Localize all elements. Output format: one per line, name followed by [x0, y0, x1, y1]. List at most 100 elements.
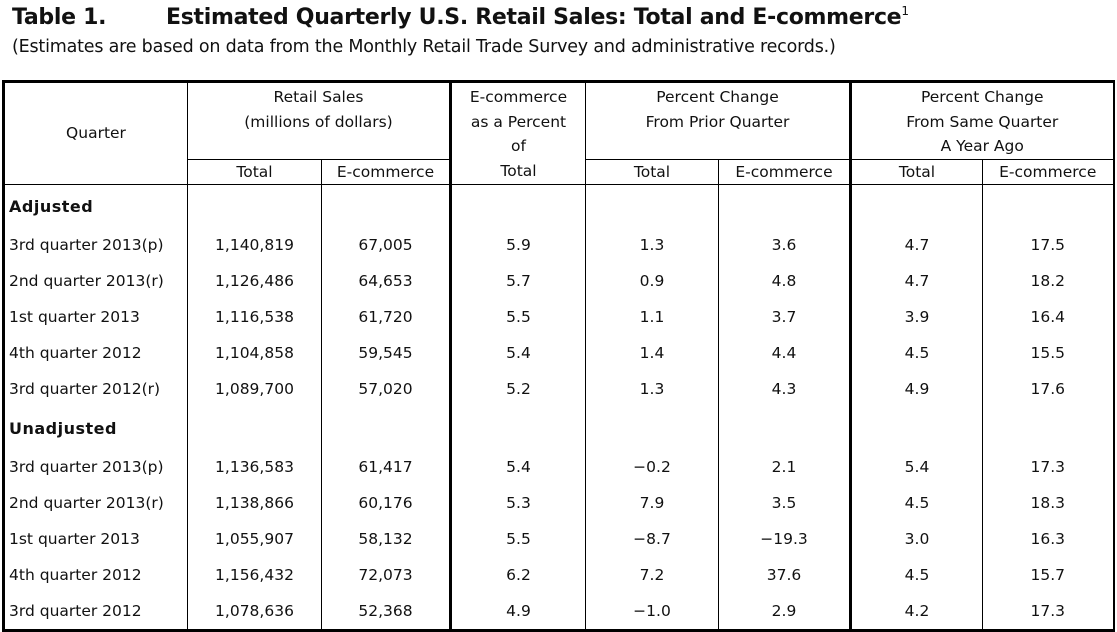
- header-prior-line2: From Prior Quarter: [645, 112, 790, 131]
- section-label: Unadjusted: [9, 418, 117, 438]
- cell-year-ecommerce: 15.7: [982, 556, 1114, 593]
- cell-quarter: 4th quarter 2012: [9, 565, 142, 584]
- cell-year-total: 4.5: [849, 334, 983, 371]
- header-ecommerce-percent: E-commerce as a Percent of Total: [449, 81, 586, 185]
- empty-cell: [449, 184, 586, 227]
- cell-ecommerce-percent: 5.7: [449, 262, 586, 299]
- cell-prior-total: −8.7: [585, 520, 719, 557]
- cell-ecommerce: 61,720: [321, 298, 451, 335]
- cell-total: 1,078,636: [187, 592, 322, 630]
- cell-total: 1,156,432: [187, 556, 322, 593]
- table-row: 4th quarter 2012 1,104,858 59,545 5.4 1.4 4.4…: [4, 334, 1114, 371]
- cell-prior-ecommerce: 37.6: [718, 556, 851, 593]
- cell-ecommerce-percent: 6.2: [449, 556, 586, 593]
- cell-prior-total: 1.1: [585, 298, 719, 335]
- header-change-year-ago: Percent Change From Same Quarter A Year …: [849, 81, 1114, 159]
- cell-prior-ecommerce: 4.8: [718, 262, 851, 299]
- cell-year-ecommerce: 18.2: [982, 262, 1114, 299]
- cell-ecommerce: 61,417: [321, 448, 451, 485]
- empty-cell: [449, 406, 586, 449]
- table-row: 1st quarter 2013 1,055,907 58,132 5.5 −8.7 −1…: [4, 520, 1114, 557]
- header-quarter: Quarter: [3, 81, 188, 185]
- subheader-prior-total: Total: [585, 158, 719, 185]
- empty-cell: [849, 184, 983, 227]
- cell-year-ecommerce: 17.3: [982, 448, 1114, 485]
- cell-quarter: 3rd quarter 2013(p): [9, 457, 164, 476]
- table-number: Table 1.: [12, 5, 107, 30]
- subheader-retail-ecommerce: E-commerce: [321, 158, 451, 185]
- cell-quarter: 3rd quarter 2012(r): [9, 379, 161, 398]
- section-row: Adjusted: [4, 184, 1114, 227]
- header-year-line1: Percent Change: [920, 88, 1044, 106]
- cell-prior-total: 1.4: [585, 334, 719, 371]
- cell-quarter: 2nd quarter 2013(r): [9, 271, 164, 290]
- header-year-line2: From Same Quarter: [906, 112, 1059, 131]
- table-subtitle: (Estimates are based on data from the Mo…: [12, 37, 836, 57]
- table-row: 1st quarter 2013 1,116,538 61,720 5.5 1.1 3.7…: [4, 298, 1114, 335]
- cell-ecommerce: 67,005: [321, 226, 451, 263]
- footnote-mark: 1: [901, 4, 909, 18]
- cell-total: 1,104,858: [187, 334, 322, 371]
- cell-prior-ecommerce: 4.4: [718, 334, 851, 371]
- header-prior-line1: Percent Change: [656, 88, 779, 106]
- cell-prior-total: 0.9: [585, 262, 719, 299]
- subheader-prior-ecommerce: E-commerce: [718, 158, 851, 185]
- table-row: 3rd quarter 2013(p) 1,136,583 61,417 5.4 −0.…: [4, 448, 1114, 485]
- cell-quarter: 4th quarter 2012: [9, 343, 142, 362]
- section-label: Adjusted: [9, 196, 94, 216]
- cell-year-total: 4.7: [849, 262, 983, 299]
- empty-cell: [718, 406, 851, 449]
- cell-year-ecommerce: 17.3: [982, 592, 1114, 630]
- cell-prior-total: 1.3: [585, 370, 719, 407]
- cell-year-ecommerce: 17.6: [982, 370, 1114, 407]
- table-row: 4th quarter 2012 1,156,432 72,073 6.2 7.2 37.…: [4, 556, 1114, 593]
- empty-cell: [187, 406, 322, 449]
- cell-quarter: 3rd quarter 2013(p): [9, 235, 164, 254]
- empty-cell: [982, 184, 1114, 227]
- cell-quarter: 2nd quarter 2013(r): [9, 493, 164, 512]
- cell-ecommerce-percent: 5.5: [449, 520, 586, 557]
- cell-total: 1,138,866: [187, 484, 322, 521]
- header-retail-sales-line2: (millions of dollars): [244, 112, 393, 131]
- cell-year-total: 4.5: [849, 484, 983, 521]
- cell-year-ecommerce: 15.5: [982, 334, 1114, 371]
- cell-ecommerce-percent: 5.4: [449, 334, 586, 371]
- cell-prior-total: −1.0: [585, 592, 719, 630]
- cell-prior-ecommerce: 2.9: [718, 592, 851, 630]
- cell-prior-ecommerce: 3.7: [718, 298, 851, 335]
- cell-prior-ecommerce: −19.3: [718, 520, 851, 557]
- table-row: 3rd quarter 2012(r) 1,089,700 57,020 5.2 1.3…: [4, 370, 1114, 407]
- cell-year-total: 4.2: [849, 592, 983, 630]
- header-retail-sales: Retail Sales (millions of dollars): [187, 81, 451, 159]
- cell-year-ecommerce: 18.3: [982, 484, 1114, 521]
- cell-prior-total: 7.9: [585, 484, 719, 521]
- cell-ecommerce: 58,132: [321, 520, 451, 557]
- cell-ecommerce: 64,653: [321, 262, 451, 299]
- cell-prior-ecommerce: 3.6: [718, 226, 851, 263]
- cell-year-total: 4.7: [849, 226, 983, 263]
- empty-cell: [321, 184, 451, 227]
- header-change-prior-quarter: Percent Change From Prior Quarter: [585, 81, 851, 159]
- cell-year-total: 3.9: [849, 298, 983, 335]
- cell-quarter: 1st quarter 2013: [9, 529, 140, 548]
- cell-total: 1,116,538: [187, 298, 322, 335]
- cell-ecommerce-percent: 5.3: [449, 484, 586, 521]
- cell-prior-total: 7.2: [585, 556, 719, 593]
- cell-year-total: 4.5: [849, 556, 983, 593]
- empty-cell: [849, 406, 983, 449]
- table-row: 2nd quarter 2013(r) 1,126,486 64,653 5.7 0.9…: [4, 262, 1114, 299]
- cell-year-ecommerce: 16.3: [982, 520, 1114, 557]
- cell-prior-total: −0.2: [585, 448, 719, 485]
- cell-year-ecommerce: 16.4: [982, 298, 1114, 335]
- cell-total: 1,126,486: [187, 262, 322, 299]
- header-ecommerce-percent-line3: of: [511, 137, 526, 155]
- cell-total: 1,089,700: [187, 370, 322, 407]
- cell-year-total: 5.4: [849, 448, 983, 485]
- cell-year-total: 3.0: [849, 520, 983, 557]
- cell-ecommerce-percent: 5.4: [449, 448, 586, 485]
- header-year-line3: A Year Ago: [940, 137, 1024, 155]
- empty-cell: [585, 406, 719, 449]
- empty-cell: [585, 184, 719, 227]
- cell-ecommerce: 59,545: [321, 334, 451, 371]
- empty-cell: [187, 184, 322, 227]
